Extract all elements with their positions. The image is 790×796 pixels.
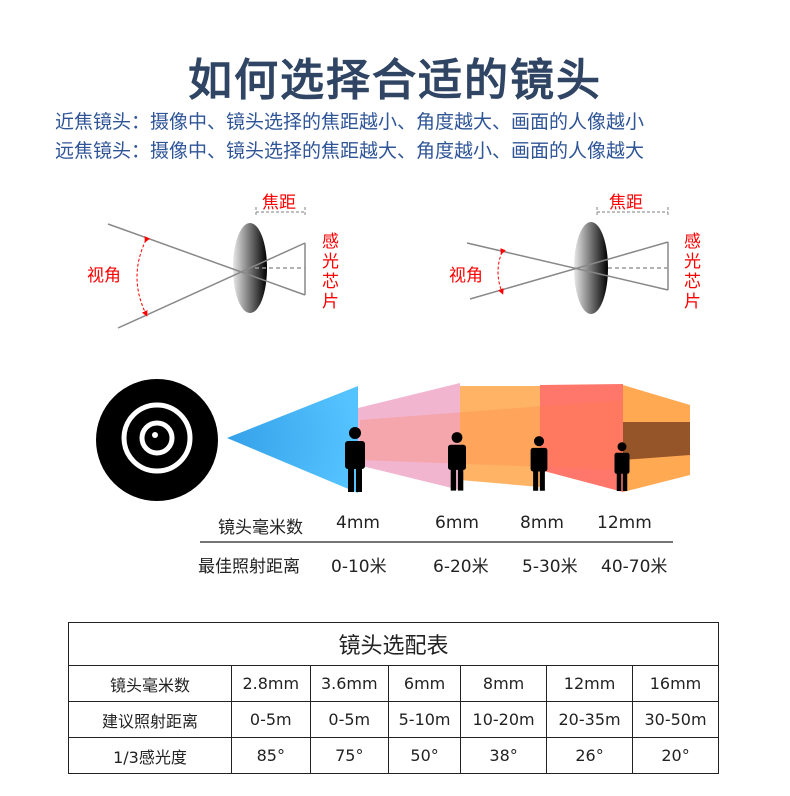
cell: 16mm [632,665,719,702]
range-8mm [540,384,623,492]
mm-value: 12mm [597,513,652,533]
focal-bracket [596,207,669,217]
subtitle-near: 近焦镜头：摄像中、镜头选择的焦距越小、角度越大、画面的人像越小 [55,111,645,133]
mm-value: 6mm [435,513,479,533]
subtitle-far: 远焦镜头：摄像中、镜头选择的焦距越大、角度越小、画面的人像越大 [55,140,645,162]
cell: 50° [388,737,462,774]
cell: 75° [309,737,390,774]
focal-bracket [255,207,306,217]
cell: 20° [632,737,719,774]
mm-row-label: 镜头毫米数 [218,518,303,538]
cell: 85° [231,737,311,774]
mm-value: 8mm [520,513,564,533]
cell: 38° [460,737,548,774]
person-icons [345,427,630,492]
angle-label: 视角 [449,266,483,286]
table-row: 1/3感光度 85° 75° 50° 38° 26° 20° [68,737,719,774]
lens-icon [574,222,608,314]
angle-label: 视角 [87,266,121,286]
row-label: 建议照射距离 [68,701,232,738]
camera-lens-icon [96,379,218,501]
cell: 10-20m [460,701,548,738]
focal-label: 焦距 [262,193,296,213]
distance-value: 40-70米 [601,557,668,577]
distance-value: 0-10米 [331,557,387,577]
range-4mm [227,386,358,493]
cell: 2.8mm [231,665,311,702]
distance-value: 6-20米 [433,557,489,577]
distance-value: 5-30米 [522,557,578,577]
row-label: 1/3感光度 [68,737,232,774]
cell: 20-35m [546,701,634,738]
cell: 5-10m [388,701,462,738]
row-label: 镜头毫米数 [68,665,232,702]
distance-row-label: 最佳照射距离 [198,557,300,577]
cell: 3.6mm [309,665,390,702]
table-title: 镜头选配表 [68,622,719,666]
lens-selection-table: 镜头选配表 镜头毫米数 2.8mm 3.6mm 6mm 8mm 12mm 16mm 建议照… [68,622,719,774]
cell: 6mm [388,665,462,702]
page-title: 如何选择合适的镜头 [188,55,602,106]
table-row: 建议照射距离 0-5m 0-5m 5-10m 10-20m 20-35m 30-50m [68,701,719,738]
lens-diagrams [96,207,690,543]
near-lens-diagram [107,207,306,329]
cell: 0-5m [231,701,311,738]
cell: 0-5m [309,701,390,738]
cell: 8mm [460,665,548,702]
table-row: 镜头毫米数 2.8mm 3.6mm 6mm 8mm 12mm 16mm [68,665,719,702]
cell: 12mm [546,665,634,702]
angle-arc [136,235,151,317]
cell: 30-50m [632,701,719,738]
range-pink [358,383,460,490]
range-6mm [460,386,540,487]
mm-value: 4mm [336,513,380,533]
cell: 26° [546,737,634,774]
far-lens-diagram [466,207,669,314]
focal-label: 焦距 [609,193,643,213]
sensor-label: 感光芯片 [322,232,339,312]
angle-arc [497,248,506,295]
sensor-label: 感光芯片 [684,232,701,312]
